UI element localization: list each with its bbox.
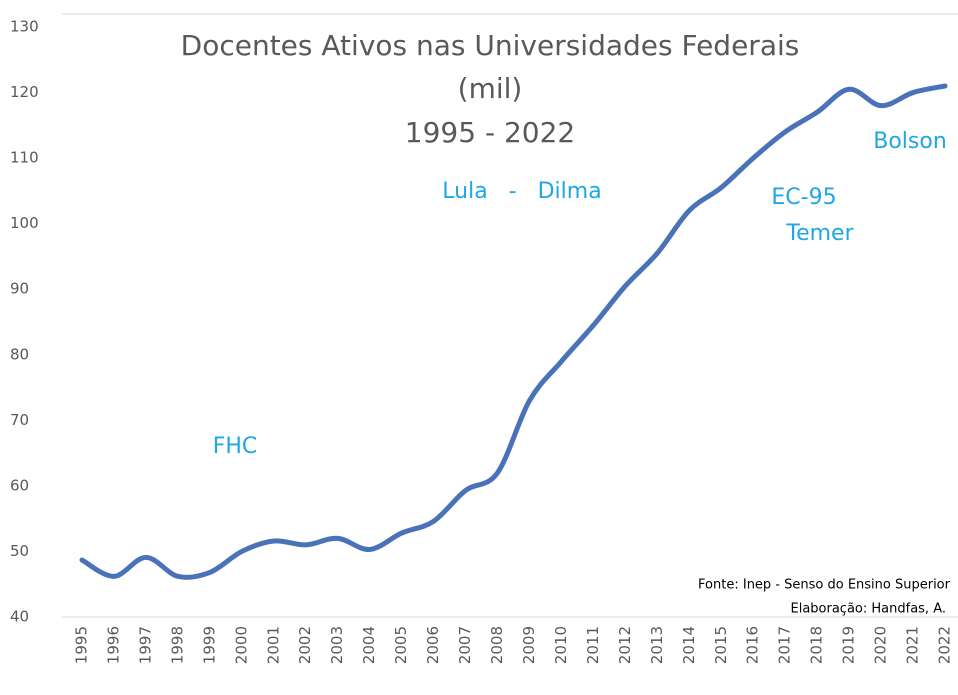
x-tick-label: 2009 xyxy=(520,626,538,664)
y-tick-label: 90 xyxy=(10,280,29,298)
annotation: Bolson xyxy=(873,129,947,154)
x-tick-label: 2019 xyxy=(840,626,858,664)
x-tick-label: 2011 xyxy=(584,626,602,664)
x-tick-label: 1995 xyxy=(73,626,91,664)
x-tick-label: 2003 xyxy=(328,626,346,664)
x-tick-label: 2015 xyxy=(712,626,730,664)
x-tick-label: 2005 xyxy=(392,626,410,664)
x-tick-label: 2001 xyxy=(264,626,282,664)
chart-title: (mil) xyxy=(458,72,523,105)
x-tick-label: 1997 xyxy=(136,626,154,664)
x-tick-label: 2012 xyxy=(616,626,634,664)
x-tick-label: 2021 xyxy=(904,626,922,664)
y-tick-label: 130 xyxy=(10,18,39,36)
x-tick-label: 2008 xyxy=(488,626,506,664)
annotation: Temer xyxy=(785,221,854,246)
x-tick-label: 2002 xyxy=(296,626,314,664)
x-tick-label: 2020 xyxy=(872,626,890,664)
y-tick-label: 80 xyxy=(10,345,29,363)
x-tick-label: 2017 xyxy=(776,626,794,664)
y-tick-label: 40 xyxy=(10,608,29,626)
x-tick-label: 2006 xyxy=(424,626,442,664)
x-tick-label: 2007 xyxy=(456,626,474,664)
x-tick-label: 2018 xyxy=(808,626,826,664)
chart-title: Docentes Ativos nas Universidades Federa… xyxy=(181,29,800,62)
x-tick-label: 2000 xyxy=(232,626,250,664)
annotation: FHC xyxy=(213,434,258,459)
x-tick-label: 1996 xyxy=(104,626,122,664)
annotation: EC-95 xyxy=(771,185,836,210)
x-tick-label: 2022 xyxy=(936,626,954,664)
source-note: Elaboração: Handfas, A. xyxy=(791,602,947,617)
y-tick-label: 60 xyxy=(10,476,29,494)
chart-title: 1995 - 2022 xyxy=(405,116,575,149)
data-line xyxy=(79,83,948,580)
x-tick-label: 1998 xyxy=(168,626,186,664)
y-tick-label: 50 xyxy=(10,542,29,560)
x-tick-label: 2004 xyxy=(360,626,378,664)
x-tick-label: 2010 xyxy=(552,626,570,664)
y-tick-label: 120 xyxy=(10,83,39,101)
y-tick-label: 100 xyxy=(10,214,39,232)
source-note: Fonte: Inep - Senso do Ensino Superior xyxy=(698,578,951,593)
x-tick-label: 2016 xyxy=(744,626,762,664)
y-tick-label: 110 xyxy=(10,149,39,167)
y-tick-label: 70 xyxy=(10,411,29,429)
x-tick-label: 2014 xyxy=(680,626,698,664)
x-tick-label: 2013 xyxy=(648,626,666,664)
x-tick-label: 1999 xyxy=(200,626,218,664)
annotation: Lula - Dilma xyxy=(442,179,601,204)
